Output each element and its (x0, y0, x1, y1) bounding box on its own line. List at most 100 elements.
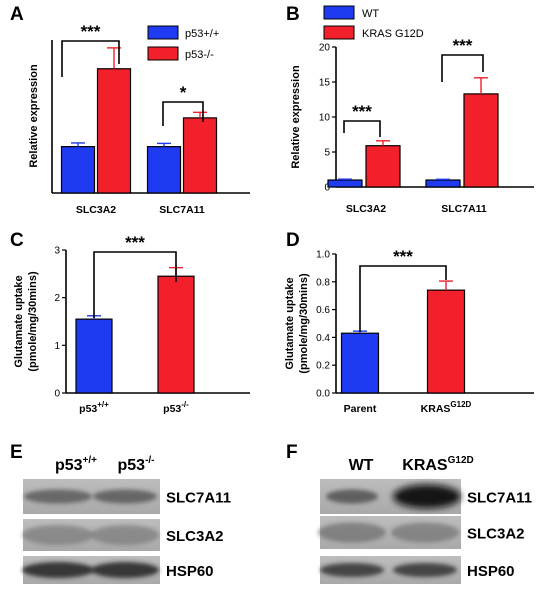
significance-bracket-slc3a2-label: *** (81, 22, 101, 41)
x-tick-label-base: p53 (163, 403, 181, 415)
legend-label: p53+/+ (185, 28, 219, 40)
significance-bracket-label: *** (393, 247, 413, 266)
lane-label-base: p53 (117, 457, 145, 474)
y-tick-label: 10 (319, 113, 331, 124)
panel-letter-c: C (10, 230, 24, 251)
significance-bracket-label: *** (125, 233, 145, 252)
panel-letter-d: D (286, 230, 300, 251)
legend-swatch (323, 25, 355, 40)
lane-label: p53+/+ (55, 455, 97, 474)
y-tick-label: 0.4 (316, 333, 330, 344)
significance-bracket-slc7a11 (441, 54, 484, 82)
y-axis-title-units: (pmole/mg/30mins) (27, 271, 39, 372)
y-tick-label: 1 (54, 341, 60, 352)
blot-strip-slc3a2 (318, 516, 461, 549)
chart-d: 0.0 0.2 0.4 0.6 0.8 1.0 Glutamate uptake (pmole… (284, 247, 534, 415)
y-tick-label: 2 (54, 293, 60, 304)
y-tick-label: 20 (319, 43, 331, 54)
blot-band (91, 562, 159, 578)
panel-letter-e: E (10, 442, 23, 463)
blot-band (326, 489, 378, 504)
western-blot-f: WT KRASG12D SLC7A11 SLC3A2 HSP60 (318, 455, 532, 584)
blot-band (24, 489, 92, 504)
blot-band (391, 522, 459, 543)
bar-wt-slc3a2 (327, 179, 363, 188)
blot-label-slc3a2: SLC3A2 (467, 526, 525, 543)
chart-b: 0 5 10 15 20 Relative expression SLC3A2 SLC7A11… (290, 5, 534, 215)
blot-strip-slc3a2 (22, 519, 160, 551)
y-axis-title-units: (pmole/mg/30mins) (298, 273, 310, 374)
panel-letter-f: F (286, 442, 298, 463)
bar-p53-null-slc7a11 (182, 117, 218, 194)
y-tick-label: 0.0 (316, 389, 330, 400)
lane-label: WT (349, 457, 374, 474)
y-axis-title: Relative expression (28, 64, 40, 168)
x-tick-label-base: KRAS (421, 403, 451, 415)
y-tick-label: 0.2 (316, 361, 330, 372)
bar-p53- (157, 275, 195, 394)
bar-p53-null-slc3a2 (96, 68, 132, 194)
x-tick-label: p53+/+ (79, 400, 109, 415)
x-tick-label: SLC3A2 (346, 203, 386, 215)
y-axis-title: Glutamate uptake (284, 277, 296, 369)
significance-bracket-slc7a11-label: * (180, 83, 187, 102)
significance-bracket-slc7a11 (162, 101, 204, 126)
bar-kras-g12d (426, 289, 466, 394)
significance-bracket (359, 265, 447, 332)
legend-swatch (323, 5, 355, 20)
significance-bracket-slc7a11-label: *** (453, 36, 473, 55)
bar-p53-wt-slc7a11 (146, 146, 182, 194)
panel-letter-a: A (10, 4, 24, 25)
x-tick-label: SLC7A11 (441, 203, 487, 215)
bar-kras-slc7a11 (463, 93, 499, 188)
panel-letter-b: B (286, 4, 300, 25)
legend-label: KRAS G12D (362, 28, 424, 40)
blot-band (393, 563, 457, 577)
lane-label-base: KRAS (402, 457, 448, 474)
blot-strip-hsp60 (22, 556, 160, 584)
bar-p53- (75, 318, 113, 394)
blot-band (93, 489, 157, 504)
x-tick-label-base: p53 (79, 403, 97, 415)
blot-label-slc7a11: SLC7A11 (467, 490, 532, 507)
y-tick-label: 0 (324, 183, 330, 194)
lane-label-sup: +/+ (83, 455, 98, 466)
blot-strip-hsp60 (320, 556, 461, 584)
significance-bracket (93, 251, 177, 318)
lane-label-sup: -/- (145, 455, 154, 466)
blot-band (318, 522, 386, 543)
blot-band (22, 525, 94, 545)
blot-band (393, 484, 461, 509)
x-tick-label-sup: -/- (181, 400, 189, 409)
bar-p53-wt-slc3a2 (60, 146, 96, 194)
y-tick-label: 0 (54, 389, 60, 400)
blot-label-hsp60: HSP60 (166, 563, 214, 580)
x-tick-label-base: Parent (344, 403, 377, 415)
y-tick-label: 5 (324, 148, 330, 159)
y-tick-label: 0.6 (316, 305, 330, 316)
lane-label-base: p53 (55, 457, 83, 474)
significance-bracket-slc3a2 (343, 120, 381, 137)
legend-label: WT (362, 8, 379, 20)
significance-bracket-slc3a2 (61, 40, 120, 77)
y-tick-label: 0.8 (316, 277, 330, 288)
lane-label-base: WT (349, 457, 374, 474)
lane-label-sup: G12D (448, 455, 474, 466)
bar-parent (340, 332, 380, 394)
blot-band (22, 562, 94, 578)
blot-label-slc3a2: SLC3A2 (166, 528, 224, 545)
x-tick-label-sup: +/+ (97, 400, 109, 409)
legend-swatch (147, 46, 179, 61)
legend-swatch (147, 25, 179, 40)
x-tick-label-sup: G12D (450, 400, 471, 409)
y-tick-label: 1.0 (316, 250, 330, 261)
bar-kras-slc3a2 (365, 145, 401, 188)
y-axis-title: Glutamate uptake (13, 275, 25, 367)
blot-label-slc7a11: SLC7A11 (166, 490, 231, 507)
blot-band (320, 563, 384, 577)
blot-band (91, 525, 159, 545)
blot-label-hsp60: HSP60 (467, 563, 515, 580)
